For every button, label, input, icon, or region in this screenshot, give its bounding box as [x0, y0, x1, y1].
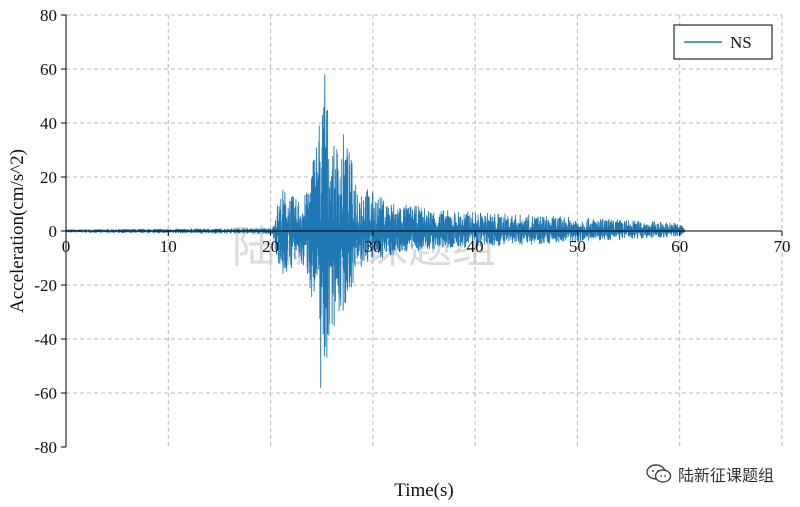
legend-label-ns: NS [730, 33, 752, 52]
footer-badge-text: 陆新征课题组 [677, 466, 774, 485]
series-ns [65, 73, 686, 389]
y-tick-label: -60 [34, 384, 57, 403]
y-tick-label: 40 [40, 114, 57, 133]
x-tick-label: 60 [671, 237, 688, 256]
y-tick-label: 0 [49, 222, 58, 241]
y-tick-label: -80 [34, 438, 57, 457]
x-axis-label: Time(s) [394, 480, 453, 501]
x-tick-label: 10 [160, 237, 177, 256]
wechat-icon [646, 464, 672, 483]
y-tick-label: 20 [40, 168, 57, 187]
legend: NS [673, 24, 773, 60]
axes [61, 14, 783, 448]
y-axis-label: Acceleration(cm/s^2) [7, 149, 28, 313]
x-tick-label: 50 [569, 237, 586, 256]
tick-labels: 0 10 20 30 40 50 60 70 -80 -60 -40 -20 0 20 40 60 80 [34, 6, 790, 457]
x-tick-label: 30 [364, 237, 381, 256]
x-tick-label: 40 [467, 237, 484, 256]
y-tick-label: 60 [40, 60, 57, 79]
footer-badge: 陆新征课题组 [646, 462, 774, 486]
x-tick-label: 0 [62, 237, 71, 256]
x-tick-label: 20 [262, 237, 279, 256]
y-tick-label: 80 [40, 6, 57, 25]
x-tick-label: 70 [774, 237, 791, 256]
y-tick-label: -40 [34, 330, 57, 349]
series-line-ns [65, 73, 686, 389]
y-tick-label: -20 [34, 276, 57, 295]
